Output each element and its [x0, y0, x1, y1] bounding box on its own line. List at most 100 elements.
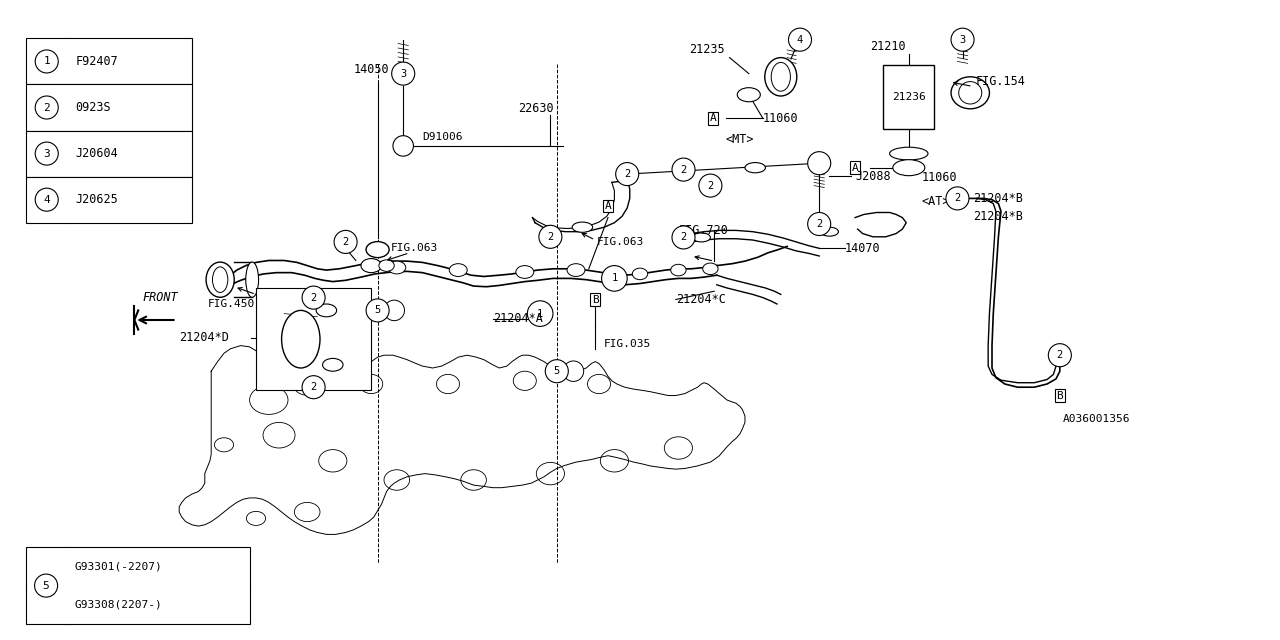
- Circle shape: [616, 163, 639, 186]
- Text: 2: 2: [708, 180, 713, 191]
- Ellipse shape: [282, 310, 320, 368]
- Text: 2: 2: [548, 232, 553, 242]
- Circle shape: [1048, 344, 1071, 367]
- Text: 2: 2: [681, 164, 686, 175]
- Circle shape: [384, 300, 404, 321]
- Circle shape: [302, 286, 325, 309]
- Ellipse shape: [361, 259, 381, 273]
- Text: 11060: 11060: [922, 172, 957, 184]
- Ellipse shape: [692, 233, 710, 242]
- Circle shape: [563, 361, 584, 381]
- Bar: [256, 288, 371, 390]
- Text: 2: 2: [343, 237, 348, 247]
- Ellipse shape: [765, 58, 796, 96]
- Text: FIG.450: FIG.450: [207, 299, 255, 309]
- Text: <MT>: <MT>: [726, 133, 754, 146]
- Circle shape: [36, 96, 59, 119]
- Circle shape: [946, 187, 969, 210]
- Ellipse shape: [206, 262, 234, 298]
- Text: 22630: 22630: [518, 102, 554, 115]
- Circle shape: [545, 360, 568, 383]
- Circle shape: [951, 28, 974, 51]
- Text: 1: 1: [538, 308, 543, 319]
- Circle shape: [699, 174, 722, 197]
- Text: <AT>: <AT>: [922, 195, 950, 208]
- Text: 21210: 21210: [870, 40, 906, 52]
- Text: 14050: 14050: [353, 63, 389, 76]
- Ellipse shape: [366, 242, 389, 258]
- Ellipse shape: [820, 227, 838, 236]
- Circle shape: [392, 62, 415, 85]
- Text: 2: 2: [1057, 350, 1062, 360]
- Text: 5: 5: [554, 366, 559, 376]
- Circle shape: [672, 158, 695, 181]
- Circle shape: [302, 376, 325, 399]
- Text: 1: 1: [44, 56, 50, 67]
- Circle shape: [539, 225, 562, 248]
- Text: 2: 2: [817, 219, 822, 229]
- Text: 2: 2: [44, 102, 50, 113]
- Text: 14070: 14070: [845, 242, 881, 255]
- Text: J20604: J20604: [76, 147, 118, 160]
- Text: 21204*C: 21204*C: [676, 293, 726, 306]
- Circle shape: [35, 574, 58, 597]
- Text: 5: 5: [42, 580, 50, 591]
- Circle shape: [36, 142, 59, 165]
- Bar: [26, 547, 250, 624]
- Text: 21204*A: 21204*A: [493, 312, 543, 325]
- Text: 0923S: 0923S: [76, 101, 111, 114]
- Text: 4: 4: [797, 35, 803, 45]
- Bar: [26, 84, 192, 131]
- Circle shape: [788, 28, 812, 51]
- Bar: [26, 131, 192, 177]
- Text: B: B: [591, 294, 599, 305]
- Bar: [883, 65, 934, 129]
- Ellipse shape: [567, 264, 585, 276]
- Ellipse shape: [323, 358, 343, 371]
- Text: A: A: [709, 113, 717, 124]
- Text: J20625: J20625: [76, 193, 118, 206]
- Text: FIG.154: FIG.154: [975, 76, 1025, 88]
- Circle shape: [334, 230, 357, 253]
- Text: FIG.035: FIG.035: [604, 339, 652, 349]
- Bar: [26, 177, 192, 223]
- Ellipse shape: [671, 264, 686, 276]
- Ellipse shape: [572, 222, 593, 232]
- Circle shape: [366, 299, 389, 322]
- Text: 21235: 21235: [689, 44, 724, 56]
- Ellipse shape: [379, 260, 394, 271]
- Text: 3: 3: [401, 68, 406, 79]
- Text: 21236: 21236: [892, 92, 925, 102]
- Text: FIG.063: FIG.063: [390, 243, 438, 253]
- Text: F92407: F92407: [76, 55, 118, 68]
- Text: D91006: D91006: [422, 132, 463, 142]
- Ellipse shape: [890, 147, 928, 160]
- Text: 21204*B: 21204*B: [973, 210, 1023, 223]
- Text: FIG.720: FIG.720: [678, 224, 728, 237]
- Text: 2: 2: [681, 232, 686, 243]
- Circle shape: [36, 188, 59, 211]
- Ellipse shape: [449, 264, 467, 276]
- Ellipse shape: [771, 63, 791, 92]
- Text: B: B: [1056, 390, 1064, 401]
- Ellipse shape: [316, 304, 337, 317]
- Ellipse shape: [745, 163, 765, 173]
- Bar: [26, 38, 192, 84]
- Text: 2: 2: [955, 193, 960, 204]
- Text: FRONT: FRONT: [142, 291, 178, 304]
- Text: A036001356: A036001356: [1062, 414, 1130, 424]
- Text: 2: 2: [311, 382, 316, 392]
- Text: FIG.063: FIG.063: [596, 237, 644, 247]
- Ellipse shape: [893, 160, 925, 176]
- Ellipse shape: [951, 77, 989, 109]
- Text: 3: 3: [44, 148, 50, 159]
- Text: A: A: [851, 163, 859, 173]
- Ellipse shape: [246, 262, 259, 298]
- Ellipse shape: [516, 266, 534, 278]
- Text: 21204*B: 21204*B: [973, 192, 1023, 205]
- Circle shape: [36, 50, 59, 73]
- Text: 21204*D: 21204*D: [179, 332, 229, 344]
- Circle shape: [808, 152, 831, 175]
- Text: G93308(2207-): G93308(2207-): [74, 600, 163, 610]
- Ellipse shape: [703, 263, 718, 275]
